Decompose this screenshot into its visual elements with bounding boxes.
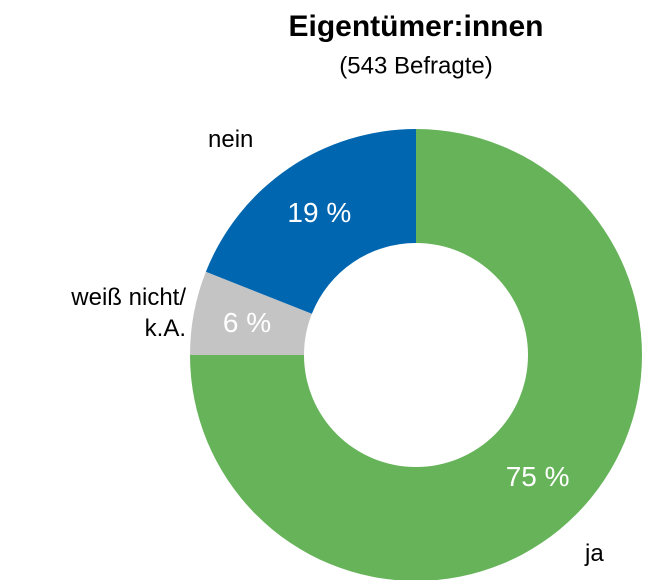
- donut-slice: [205, 129, 416, 314]
- donut-slice: [190, 129, 642, 580]
- donut-slice: [190, 271, 312, 355]
- category-label: weiß nicht/ k.A.: [71, 284, 186, 342]
- value-label: 75 %: [506, 461, 570, 492]
- category-label: nein: [208, 126, 254, 153]
- chart-title: Eigentümer:innen: [288, 10, 543, 43]
- chart-subtitle: (543 Befragte): [339, 52, 492, 79]
- value-label: 19 %: [287, 197, 351, 228]
- category-label: ja: [585, 540, 604, 567]
- value-label: 6 %: [223, 307, 271, 338]
